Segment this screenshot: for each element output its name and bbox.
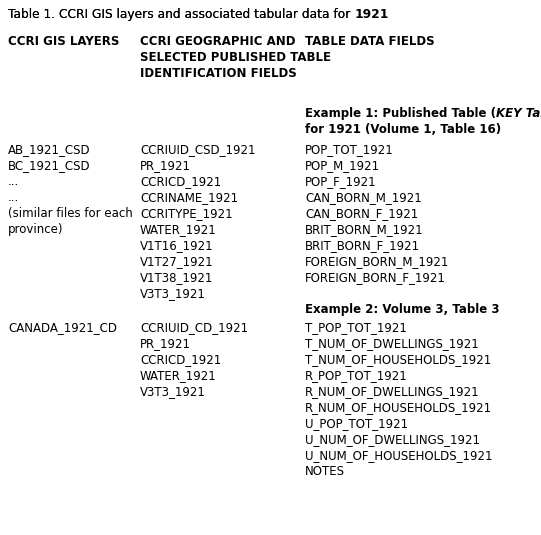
Text: CCRINAME_1921: CCRINAME_1921 [140, 191, 238, 204]
Text: CAN_BORN_M_1921: CAN_BORN_M_1921 [305, 191, 422, 204]
Text: 1921: 1921 [354, 8, 388, 21]
Text: POP_TOT_1921: POP_TOT_1921 [305, 143, 394, 156]
Text: for 1921 (Volume 1, Table 16): for 1921 (Volume 1, Table 16) [305, 123, 501, 136]
Text: WATER_1921: WATER_1921 [140, 369, 217, 382]
Text: TABLE DATA FIELDS: TABLE DATA FIELDS [305, 35, 434, 48]
Text: V1T27_1921: V1T27_1921 [140, 255, 214, 268]
Text: T_POP_TOT_1921: T_POP_TOT_1921 [305, 321, 407, 334]
Text: R_POP_TOT_1921: R_POP_TOT_1921 [305, 369, 408, 382]
Text: U_NUM_OF_HOUSEHOLDS_1921: U_NUM_OF_HOUSEHOLDS_1921 [305, 449, 492, 462]
Text: KEY Table: KEY Table [496, 107, 541, 120]
Text: FOREIGN_BORN_M_1921: FOREIGN_BORN_M_1921 [305, 255, 450, 268]
Text: province): province) [8, 223, 63, 236]
Text: R_NUM_OF_HOUSEHOLDS_1921: R_NUM_OF_HOUSEHOLDS_1921 [305, 401, 492, 414]
Text: ...: ... [8, 191, 19, 204]
Text: AB_1921_CSD: AB_1921_CSD [8, 143, 91, 156]
Text: CCRICD_1921: CCRICD_1921 [140, 175, 221, 188]
Text: CANADA_1921_CD: CANADA_1921_CD [8, 321, 117, 334]
Text: Table 1. CCRI GIS layers and associated tabular data for: Table 1. CCRI GIS layers and associated … [8, 8, 354, 21]
Text: T_NUM_OF_DWELLINGS_1921: T_NUM_OF_DWELLINGS_1921 [305, 337, 479, 350]
Text: CCRI GIS LAYERS: CCRI GIS LAYERS [8, 35, 120, 48]
Text: Example 1: Published Table (: Example 1: Published Table ( [305, 107, 496, 120]
Text: PR_1921: PR_1921 [140, 159, 191, 172]
Text: CCRICD_1921: CCRICD_1921 [140, 353, 221, 366]
Text: Example 2: Volume 3, Table 3: Example 2: Volume 3, Table 3 [305, 303, 499, 316]
Text: Table 1. CCRI GIS layers and associated tabular data for: Table 1. CCRI GIS layers and associated … [8, 8, 354, 21]
Text: POP_F_1921: POP_F_1921 [305, 175, 377, 188]
Text: PR_1921: PR_1921 [140, 337, 191, 350]
Text: U_NUM_OF_DWELLINGS_1921: U_NUM_OF_DWELLINGS_1921 [305, 433, 480, 446]
Text: ...: ... [8, 175, 19, 188]
Text: CCRITYPE_1921: CCRITYPE_1921 [140, 207, 233, 220]
Text: U_POP_TOT_1921: U_POP_TOT_1921 [305, 417, 408, 430]
Text: T_NUM_OF_HOUSEHOLDS_1921: T_NUM_OF_HOUSEHOLDS_1921 [305, 353, 491, 366]
Text: (similar files for each: (similar files for each [8, 207, 133, 220]
Text: CAN_BORN_F_1921: CAN_BORN_F_1921 [305, 207, 418, 220]
Text: V1T38_1921: V1T38_1921 [140, 271, 213, 284]
Text: FOREIGN_BORN_F_1921: FOREIGN_BORN_F_1921 [305, 271, 446, 284]
Text: V3T3_1921: V3T3_1921 [140, 287, 206, 300]
Text: V3T3_1921: V3T3_1921 [140, 385, 206, 398]
Text: POP_M_1921: POP_M_1921 [305, 159, 380, 172]
Text: WATER_1921: WATER_1921 [140, 223, 217, 236]
Text: V1T16_1921: V1T16_1921 [140, 239, 214, 252]
Text: BRIT_BORN_M_1921: BRIT_BORN_M_1921 [305, 223, 424, 236]
Text: R_NUM_OF_DWELLINGS_1921: R_NUM_OF_DWELLINGS_1921 [305, 385, 480, 398]
Text: CCRI GEOGRAPHIC AND
SELECTED PUBLISHED TABLE
IDENTIFICATION FIELDS: CCRI GEOGRAPHIC AND SELECTED PUBLISHED T… [140, 35, 331, 80]
Text: BC_1921_CSD: BC_1921_CSD [8, 159, 91, 172]
Text: CCRIUID_CD_1921: CCRIUID_CD_1921 [140, 321, 248, 334]
Text: BRIT_BORN_F_1921: BRIT_BORN_F_1921 [305, 239, 420, 252]
Text: NOTES: NOTES [305, 465, 345, 478]
Text: CCRIUID_CSD_1921: CCRIUID_CSD_1921 [140, 143, 255, 156]
